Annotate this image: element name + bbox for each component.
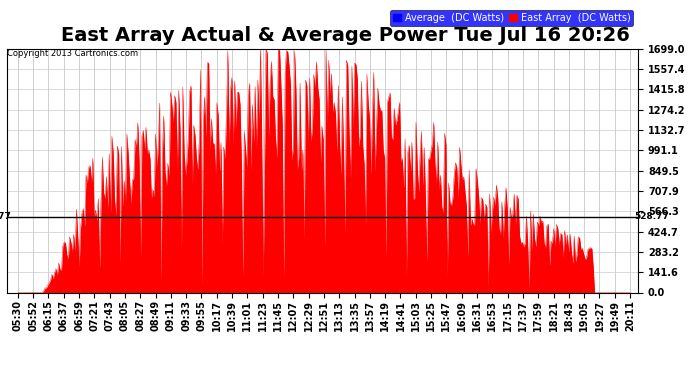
- Text: Copyright 2013 Cartronics.com: Copyright 2013 Cartronics.com: [7, 49, 138, 58]
- Text: 528.77: 528.77: [634, 212, 669, 221]
- Legend: Average  (DC Watts), East Array  (DC Watts): Average (DC Watts), East Array (DC Watts…: [391, 10, 633, 26]
- Text: 528.77: 528.77: [0, 212, 11, 221]
- Text: East Array Actual & Average Power Tue Jul 16 20:26: East Array Actual & Average Power Tue Ju…: [61, 26, 629, 45]
